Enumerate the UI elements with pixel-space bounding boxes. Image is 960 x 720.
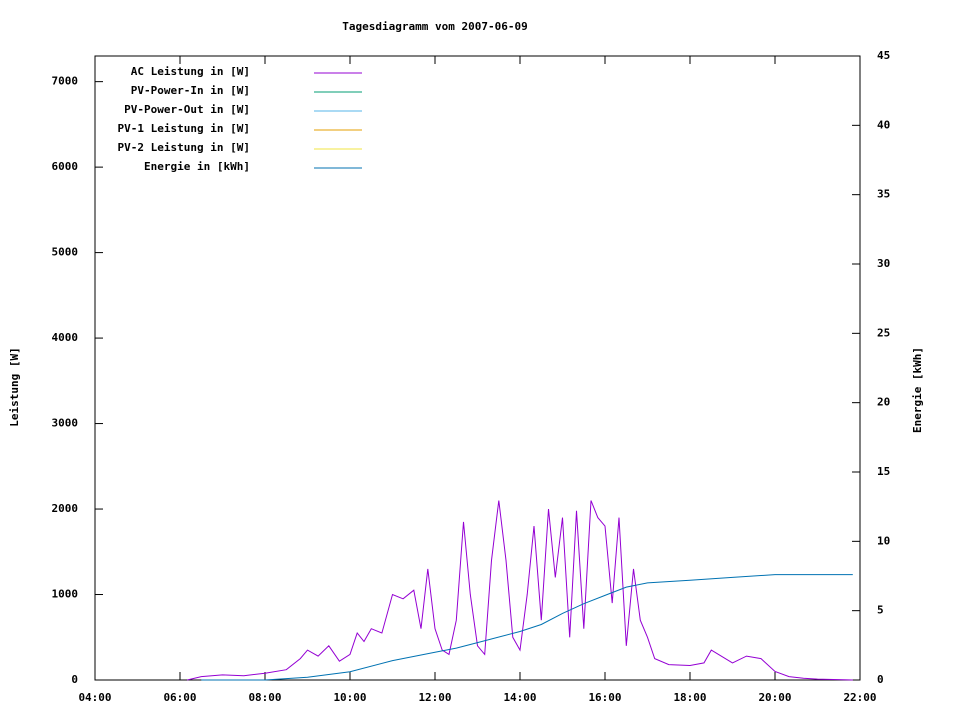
legend-label: PV-Power-In in [W]	[131, 84, 250, 97]
chart-title: Tagesdiagramm vom 2007-06-09	[342, 20, 527, 33]
legend-label: Energie in [kWh]	[144, 160, 250, 173]
y2-tick-label: 30	[877, 257, 890, 270]
x-tick-label: 20:00	[758, 691, 791, 704]
y-tick-label: 0	[71, 673, 78, 686]
y-tick-label: 6000	[52, 160, 79, 173]
y2-tick-label: 10	[877, 534, 890, 547]
y-tick-label: 4000	[52, 331, 79, 344]
x-tick-label: 10:00	[333, 691, 366, 704]
y-tick-label: 5000	[52, 246, 79, 259]
x-tick-label: 16:00	[588, 691, 621, 704]
legend-label: PV-Power-Out in [W]	[124, 103, 250, 116]
y2-tick-label: 35	[877, 188, 890, 201]
legend-label: PV-2 Leistung in [W]	[118, 141, 250, 154]
legend-label: AC Leistung in [W]	[131, 65, 250, 78]
x-tick-label: 04:00	[78, 691, 111, 704]
y-tick-label: 7000	[52, 75, 79, 88]
y2-tick-label: 45	[877, 49, 890, 62]
x-tick-label: 14:00	[503, 691, 536, 704]
series-line	[187, 500, 853, 681]
y-tick-label: 1000	[52, 588, 79, 601]
x-tick-label: 06:00	[163, 691, 196, 704]
series-line	[201, 574, 853, 681]
legend-label: PV-1 Leistung in [W]	[118, 122, 250, 135]
y2-tick-label: 20	[877, 396, 890, 409]
x-tick-label: 22:00	[843, 691, 876, 704]
y2-tick-label: 0	[877, 673, 884, 686]
x-tick-label: 12:00	[418, 691, 451, 704]
plot-frame	[94, 55, 861, 681]
x-tick-label: 08:00	[248, 691, 281, 704]
y2-tick-label: 40	[877, 118, 890, 131]
y-axis-label: Leistung [W]	[8, 347, 21, 426]
y2-tick-label: 15	[877, 465, 890, 478]
y2-tick-label: 5	[877, 604, 884, 617]
x-tick-label: 18:00	[673, 691, 706, 704]
y-tick-label: 2000	[52, 502, 79, 515]
y2-axis-label: Energie [kWh]	[911, 347, 924, 433]
y2-tick-label: 25	[877, 326, 890, 339]
y-tick-label: 3000	[52, 417, 79, 430]
